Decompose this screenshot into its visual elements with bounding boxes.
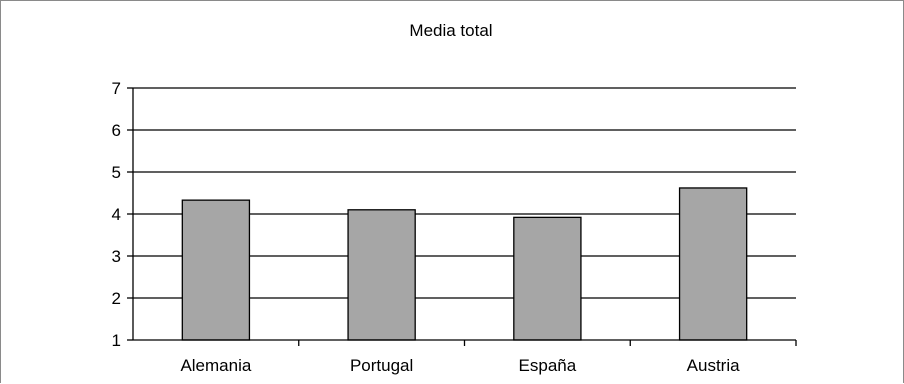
bar-austria <box>678 187 748 341</box>
y-tick-label: 1 <box>112 331 121 350</box>
y-tick-label: 3 <box>112 247 121 266</box>
x-tick-labels: Alemania Portugal España Austria <box>180 356 740 375</box>
bars <box>181 187 748 341</box>
x-tick-label: Portugal <box>350 356 413 375</box>
x-tick-label: España <box>519 356 577 375</box>
bar-españa <box>513 216 582 341</box>
y-tick-labels: 1 2 3 4 5 6 7 <box>112 79 121 350</box>
x-tick-label: Austria <box>687 356 740 375</box>
axes <box>127 87 797 346</box>
bar-portugal <box>347 209 416 341</box>
x-tick-label: Alemania <box>180 356 251 375</box>
y-tick-label: 5 <box>112 163 121 182</box>
bar-alemania <box>181 199 251 341</box>
chart-title: Media total <box>409 21 492 40</box>
y-tick-label: 6 <box>112 121 121 140</box>
y-tick-label: 4 <box>112 205 121 224</box>
y-tick-label: 2 <box>112 289 121 308</box>
y-tick-label: 7 <box>112 79 121 98</box>
